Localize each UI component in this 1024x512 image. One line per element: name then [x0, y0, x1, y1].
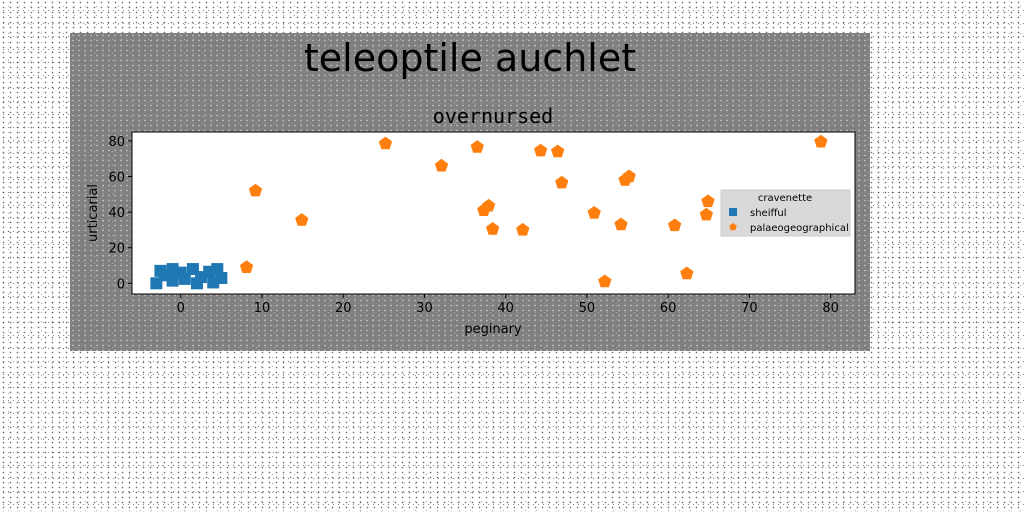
x-axis-label: peginary [464, 322, 522, 337]
point-sheifful [215, 271, 228, 284]
x-tick-label: 40 [497, 301, 514, 316]
point-palaeogeographical [587, 206, 601, 219]
point-sheifful [190, 277, 203, 290]
x-tick-label: 30 [416, 301, 433, 316]
point-palaeogeographical [248, 183, 263, 197]
x-tick-label: 80 [822, 301, 839, 316]
point-palaeogeographical [622, 169, 636, 183]
y-axis-label: urticarial [86, 184, 101, 242]
point-palaeogeographical [814, 134, 828, 148]
point-sheifful [166, 263, 179, 276]
legend-marker-sheifful [729, 208, 737, 216]
series-layer [150, 134, 828, 290]
chart-subtitle: overnursed [433, 104, 553, 128]
x-tick-label: 20 [335, 301, 352, 316]
y-tick-label: 80 [108, 135, 125, 150]
legend-label-palaeogeographical: palaeogeographical [750, 223, 849, 234]
x-tick-label: 10 [254, 301, 271, 316]
point-palaeogeographical [555, 175, 569, 189]
point-sheifful [178, 272, 191, 285]
point-palaeogeographical [701, 194, 715, 208]
point-palaeogeographical [551, 144, 565, 158]
legend-label-sheifful: sheifful [750, 208, 786, 219]
y-tick-label: 0 [117, 277, 125, 292]
point-palaeogeographical [668, 218, 682, 232]
point-palaeogeographical [295, 213, 309, 226]
point-palaeogeographical [434, 158, 449, 172]
y-axis: 0 20 40 60 80 [108, 135, 132, 292]
point-palaeogeographical [239, 260, 254, 273]
chart-title: teleoptile auchlet [304, 36, 636, 80]
legend-title: cravenette [758, 193, 812, 204]
point-palaeogeographical [482, 198, 496, 212]
x-tick-label: 60 [660, 301, 677, 316]
point-palaeogeographical [378, 136, 393, 150]
point-palaeogeographical [470, 140, 484, 153]
point-palaeogeographical [598, 274, 612, 288]
point-palaeogeographical [486, 222, 500, 235]
point-palaeogeographical [614, 217, 628, 231]
x-tick-label: 70 [741, 301, 758, 316]
x-axis: 0 10 20 30 40 50 60 70 80 [177, 294, 839, 316]
point-palaeogeographical [699, 207, 713, 221]
legend-marker-palaeogeographical [729, 223, 737, 231]
legend-box [720, 189, 851, 237]
x-tick-label: 50 [579, 301, 596, 316]
point-palaeogeographical [680, 266, 694, 280]
x-tick-label: 0 [177, 301, 185, 316]
y-tick-label: 40 [108, 206, 125, 221]
point-sheifful [154, 264, 167, 277]
y-tick-label: 60 [108, 171, 125, 186]
legend: cravenette sheifful palaeogeographical [720, 189, 851, 237]
point-palaeogeographical [516, 222, 530, 236]
y-tick-label: 20 [108, 242, 125, 257]
point-palaeogeographical [534, 143, 548, 157]
